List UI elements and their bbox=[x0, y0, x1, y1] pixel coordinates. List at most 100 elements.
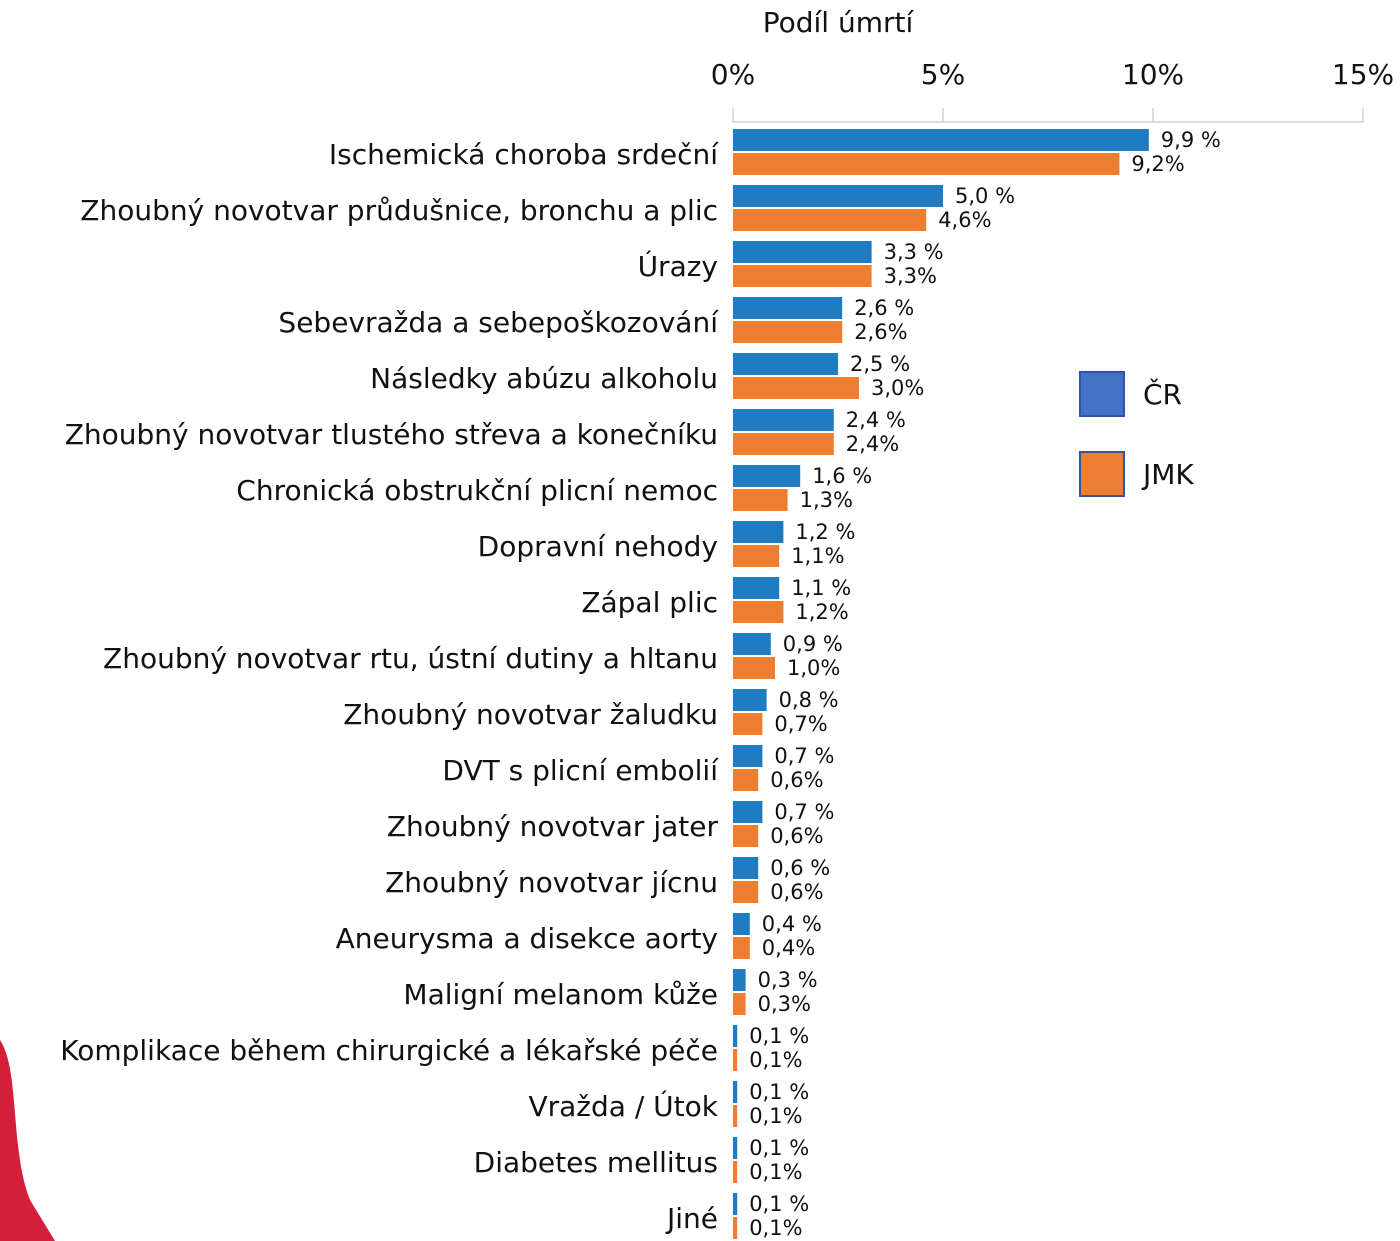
x-tick-label: 10% bbox=[1122, 58, 1184, 91]
bar bbox=[733, 993, 746, 1015]
category-label: Ischemická choroba srdeční bbox=[329, 138, 719, 171]
bar bbox=[733, 601, 784, 623]
value-label: 0,9 % bbox=[783, 632, 843, 656]
category-label: Komplikace během chirurgické a lékařské … bbox=[60, 1034, 718, 1067]
value-label: 2,4% bbox=[846, 432, 899, 456]
value-label: 3,3% bbox=[884, 264, 937, 288]
value-label: 0,3% bbox=[758, 992, 811, 1016]
category-label: Chronická obstrukční plicní nemoc bbox=[236, 474, 718, 507]
value-label: 0,6% bbox=[770, 768, 823, 792]
decoration bbox=[0, 1040, 55, 1241]
value-label: 1,2 % bbox=[795, 520, 855, 544]
bar bbox=[733, 881, 759, 903]
bar bbox=[733, 745, 763, 767]
bar bbox=[733, 689, 767, 711]
bar bbox=[733, 1161, 738, 1183]
bar bbox=[733, 1217, 738, 1239]
value-label: 2,6 % bbox=[854, 296, 914, 320]
value-label: 0,4 % bbox=[762, 912, 822, 936]
bar bbox=[733, 129, 1149, 151]
value-label: 0,1 % bbox=[749, 1136, 809, 1160]
bar bbox=[733, 185, 943, 207]
category-label: Zhoubný novotvar žaludku bbox=[343, 698, 718, 731]
bar bbox=[733, 409, 834, 431]
value-label: 1,2% bbox=[795, 600, 848, 624]
legend-swatch bbox=[1079, 451, 1125, 497]
bar bbox=[733, 825, 759, 847]
category-label: Aneurysma a disekce aorty bbox=[336, 922, 718, 955]
category-label: Zhoubný novotvar jícnu bbox=[385, 866, 718, 899]
value-label: 1,6 % bbox=[812, 464, 872, 488]
legend-label: ČR bbox=[1143, 377, 1182, 411]
bar bbox=[733, 577, 780, 599]
category-label: Zhoubný novotvar jater bbox=[387, 810, 719, 843]
category-label: Úrazy bbox=[638, 249, 718, 283]
bar bbox=[733, 913, 750, 935]
category-label: Maligní melanom kůže bbox=[403, 978, 718, 1011]
value-label: 0,4% bbox=[762, 936, 815, 960]
bar bbox=[733, 633, 771, 655]
legend-label: JMK bbox=[1141, 458, 1194, 491]
category-label: Diabetes mellitus bbox=[474, 1146, 718, 1179]
legend-swatch bbox=[1079, 371, 1125, 417]
x-tick-label: 15% bbox=[1332, 58, 1394, 91]
bar bbox=[733, 1105, 738, 1127]
bar bbox=[733, 801, 763, 823]
category-label: Vražda / Útok bbox=[528, 1089, 718, 1123]
value-label: 0,6% bbox=[770, 824, 823, 848]
bar bbox=[733, 1193, 738, 1215]
value-label: 0,1% bbox=[749, 1160, 802, 1184]
value-label: 5,0 % bbox=[955, 184, 1015, 208]
value-label: 4,6% bbox=[938, 208, 991, 232]
value-label: 0,1 % bbox=[749, 1192, 809, 1216]
value-label: 0,7 % bbox=[774, 800, 834, 824]
category-label: Zhoubný novotvar průdušnice, bronchu a p… bbox=[80, 194, 718, 227]
value-label: 0,7 % bbox=[774, 744, 834, 768]
category-label: Sebevražda a sebepoškozování bbox=[278, 306, 719, 339]
bar bbox=[733, 465, 801, 487]
bar bbox=[733, 209, 927, 231]
category-label: Následky abúzu alkoholu bbox=[370, 362, 718, 395]
bar bbox=[733, 153, 1120, 175]
value-label: 0,3 % bbox=[758, 968, 818, 992]
bar bbox=[733, 969, 746, 991]
axis-title: Podíl úmrtí bbox=[763, 6, 915, 39]
bar bbox=[733, 521, 784, 543]
category-label: Jiné bbox=[665, 1202, 718, 1235]
value-label: 9,2% bbox=[1131, 152, 1184, 176]
bar bbox=[733, 1025, 738, 1047]
value-label: 9,9 % bbox=[1161, 128, 1221, 152]
value-label: 0,1% bbox=[749, 1216, 802, 1240]
value-label: 0,1% bbox=[749, 1048, 802, 1072]
x-tick-label: 5% bbox=[921, 58, 965, 91]
bar bbox=[733, 489, 788, 511]
bar bbox=[733, 377, 859, 399]
bar bbox=[733, 265, 872, 287]
value-label: 0,6 % bbox=[770, 856, 830, 880]
value-label: 2,5 % bbox=[850, 352, 910, 376]
bar bbox=[733, 241, 872, 263]
value-label: 1,3% bbox=[800, 488, 853, 512]
value-label: 0,1 % bbox=[749, 1024, 809, 1048]
category-label: Zhoubný novotvar rtu, ústní dutiny a hlt… bbox=[103, 642, 718, 675]
bar bbox=[733, 321, 843, 343]
value-label: 1,1% bbox=[791, 544, 844, 568]
value-label: 0,6% bbox=[770, 880, 823, 904]
value-label: 0,8 % bbox=[779, 688, 839, 712]
value-label: 2,6% bbox=[854, 320, 907, 344]
x-tick-label: 0% bbox=[711, 58, 755, 91]
bar bbox=[733, 353, 838, 375]
value-label: 2,4 % bbox=[846, 408, 906, 432]
value-label: 0,1% bbox=[749, 1104, 802, 1128]
value-label: 1,0% bbox=[787, 656, 840, 680]
value-label: 3,3 % bbox=[884, 240, 944, 264]
value-label: 3,0% bbox=[871, 376, 924, 400]
bar bbox=[733, 713, 763, 735]
bar bbox=[733, 657, 775, 679]
category-label: Zápal plic bbox=[581, 586, 718, 619]
category-label: DVT s plicní embolií bbox=[442, 754, 719, 787]
bar bbox=[733, 769, 759, 791]
bar bbox=[733, 545, 780, 567]
category-label: Dopravní nehody bbox=[478, 530, 718, 563]
